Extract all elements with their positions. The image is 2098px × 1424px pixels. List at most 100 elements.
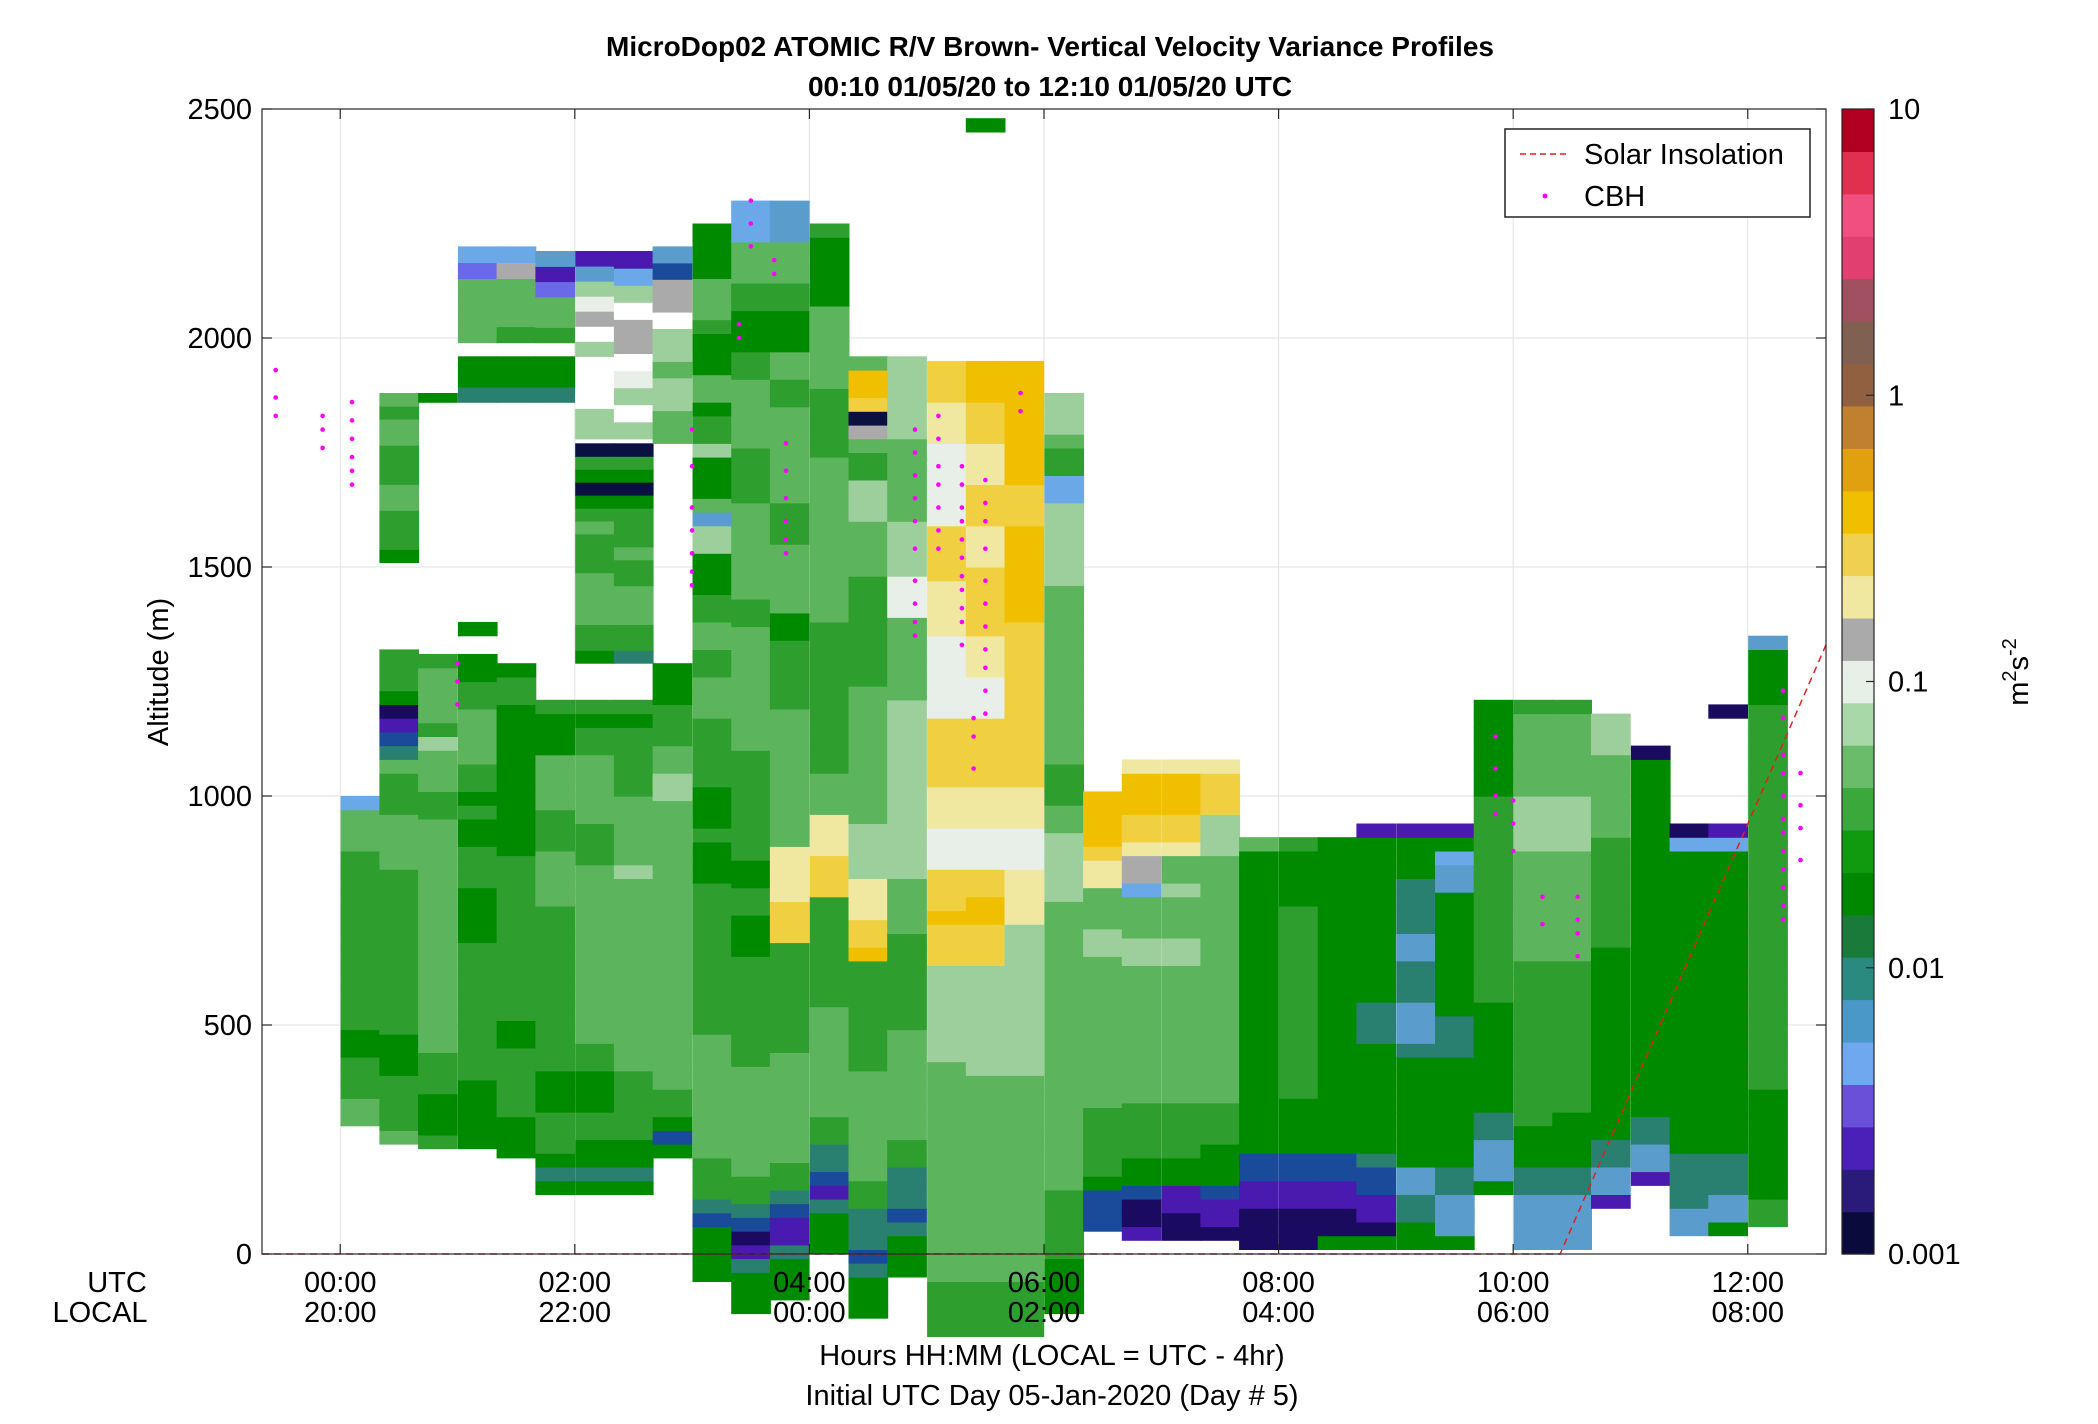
heatmap-cell-51-16 — [1708, 1002, 1748, 1017]
heatmap-cell-28-53 — [848, 576, 889, 591]
heatmap-cell-41-12 — [1317, 1070, 1358, 1086]
heatmap-cell-34-26 — [1044, 942, 1085, 957]
heatmap-cell-44-22 — [1435, 933, 1475, 948]
heatmap-cell-49-29 — [1630, 773, 1671, 788]
heatmap-cell-40-24 — [1279, 905, 1319, 921]
heatmap-cell-32-0 — [965, 118, 1006, 133]
heatmap-cell-34-13 — [1044, 1121, 1085, 1136]
heatmap-cell-49-20 — [1630, 896, 1671, 912]
heatmap-cell-40-11 — [1279, 1084, 1319, 1099]
heatmap-cell-45-18 — [1473, 933, 1514, 948]
heatmap-cell-30-7 — [927, 1226, 967, 1241]
heatmap-cell-28-29 — [848, 905, 889, 921]
heatmap-cell-46-17 — [1513, 1002, 1554, 1017]
cbh-point-74 — [971, 715, 976, 721]
heatmap-cell-37-31 — [1161, 800, 1202, 815]
heatmap-cell-11-1 — [496, 310, 537, 328]
heatmap-cell-43-13 — [1396, 1057, 1436, 1072]
heatmap-cell-20-15 — [613, 456, 654, 470]
heatmap-cell-29-40 — [887, 713, 927, 728]
colorbar-label: m2s-2 — [1999, 638, 2035, 706]
heatmap-cell-31-37 — [965, 814, 1006, 829]
heatmap-cell-35-29 — [1083, 818, 1123, 834]
heatmap-cell-8-5 — [457, 246, 498, 263]
heatmap-cell-30-18 — [927, 1075, 967, 1090]
heatmap-cell-25-18 — [731, 1052, 771, 1067]
heatmap-cell-4-20 — [418, 860, 458, 875]
heatmap-cell-34-22 — [1044, 997, 1085, 1012]
heatmap-cell-19-16 — [613, 960, 654, 976]
heatmap-cell-4-21 — [418, 846, 458, 861]
heatmap-cell-3-0 — [418, 393, 458, 403]
heatmap-cell-25-8 — [731, 1189, 771, 1205]
cbh-points — [273, 198, 1803, 959]
heatmap-cell-45-0 — [1473, 1180, 1514, 1195]
heatmap-cell-24-38 — [692, 745, 733, 760]
heatmap-cell-27-61 — [809, 402, 850, 417]
heatmap-cell-43-9 — [1396, 1112, 1436, 1127]
heatmap-cell-50-27 — [1669, 851, 1710, 866]
heatmap-cell-45-26 — [1473, 823, 1514, 838]
heatmap-cell-50-18 — [1669, 974, 1710, 989]
heatmap-cell-50-25 — [1669, 878, 1710, 893]
heatmap-cell-26-27 — [769, 915, 810, 930]
cbh-point-94 — [1780, 752, 1786, 758]
heatmap-cell-26-65 — [769, 393, 810, 408]
heatmap-cell-30-64 — [927, 443, 967, 458]
heatmap-cell-44-28 — [1435, 851, 1475, 866]
heatmap-cell-26-69 — [769, 338, 810, 353]
heatmap-cell-25-27 — [731, 928, 771, 944]
heatmap-cell-44-27 — [1435, 864, 1475, 879]
heatmap-cell-47-28 — [1552, 851, 1592, 866]
heatmap-cell-36-2 — [1121, 1199, 1162, 1214]
heatmap-cell-30-28 — [927, 938, 967, 953]
heatmap-cell-43-30 — [1396, 823, 1436, 838]
heatmap-cell-22-27 — [652, 773, 693, 788]
cbh-point-37 — [912, 473, 918, 478]
heatmap-cell-26-4 — [769, 1231, 810, 1246]
heatmap-cell-28-68 — [848, 370, 889, 385]
heatmap-cell-24-52 — [692, 553, 733, 568]
colorbar-tick-label-4: 10 — [1888, 94, 1920, 126]
cbh-point-71 — [983, 665, 988, 671]
heatmap-cell-53-9 — [1748, 1089, 1788, 1104]
heatmap-cell-33-38 — [1004, 800, 1045, 815]
heatmap-cell-30-59 — [927, 512, 967, 527]
x-tick-utc-1: 02:00 — [539, 1267, 612, 1299]
heatmap-cell-27-0 — [809, 1240, 850, 1255]
heatmap-cell-12-27 — [535, 809, 576, 824]
heatmap-cell-27-62 — [809, 388, 850, 403]
cbh-point-5 — [320, 445, 325, 451]
cbh-point-40 — [912, 546, 918, 551]
heatmap-cell-31-41 — [965, 759, 1006, 774]
heatmap-cell-21-7 — [613, 302, 654, 320]
heatmap-cell-37-23 — [1161, 910, 1202, 925]
heatmap-cell-45-2 — [1473, 1153, 1514, 1168]
heatmap-cell-34-19 — [1044, 1038, 1085, 1053]
heatmap-cell-36-30 — [1121, 814, 1162, 829]
heatmap-cell-12-5 — [535, 1112, 576, 1127]
heatmap-cell-27-6 — [809, 1157, 850, 1173]
heatmap-cell-50-26 — [1669, 864, 1710, 879]
heatmap-cell-33-65 — [1004, 429, 1045, 444]
heatmap-cell-31-22 — [965, 1020, 1006, 1035]
heatmap-cell-26-18 — [769, 1038, 810, 1053]
heatmap-cell-19-30 — [613, 768, 654, 783]
heatmap-cell-24-49 — [692, 594, 733, 609]
heatmap-cell-22-33 — [652, 690, 693, 705]
heatmap-cell-24-69 — [692, 319, 733, 334]
heatmap-cell-31-65 — [965, 429, 1006, 444]
heatmap-cell-24-76 — [692, 223, 733, 238]
heatmap-cell-25-54 — [731, 557, 771, 573]
heatmap-cell-23-3 — [652, 377, 693, 395]
heatmap-cell-9-7 — [496, 1047, 537, 1063]
heatmap-cell-45-12 — [1473, 1015, 1514, 1031]
heatmap-cell-16-1 — [575, 637, 615, 651]
heatmap-cell-18-2 — [575, 311, 615, 327]
heatmap-cell-27-67 — [809, 319, 850, 334]
heatmap-cell-46-3 — [1513, 1194, 1554, 1209]
heatmap-cell-49-21 — [1630, 883, 1671, 898]
heatmap-cell-46-26 — [1513, 878, 1554, 893]
heatmap-cell-49-4 — [1630, 1116, 1671, 1131]
heatmap-cell-30-42 — [927, 745, 967, 760]
